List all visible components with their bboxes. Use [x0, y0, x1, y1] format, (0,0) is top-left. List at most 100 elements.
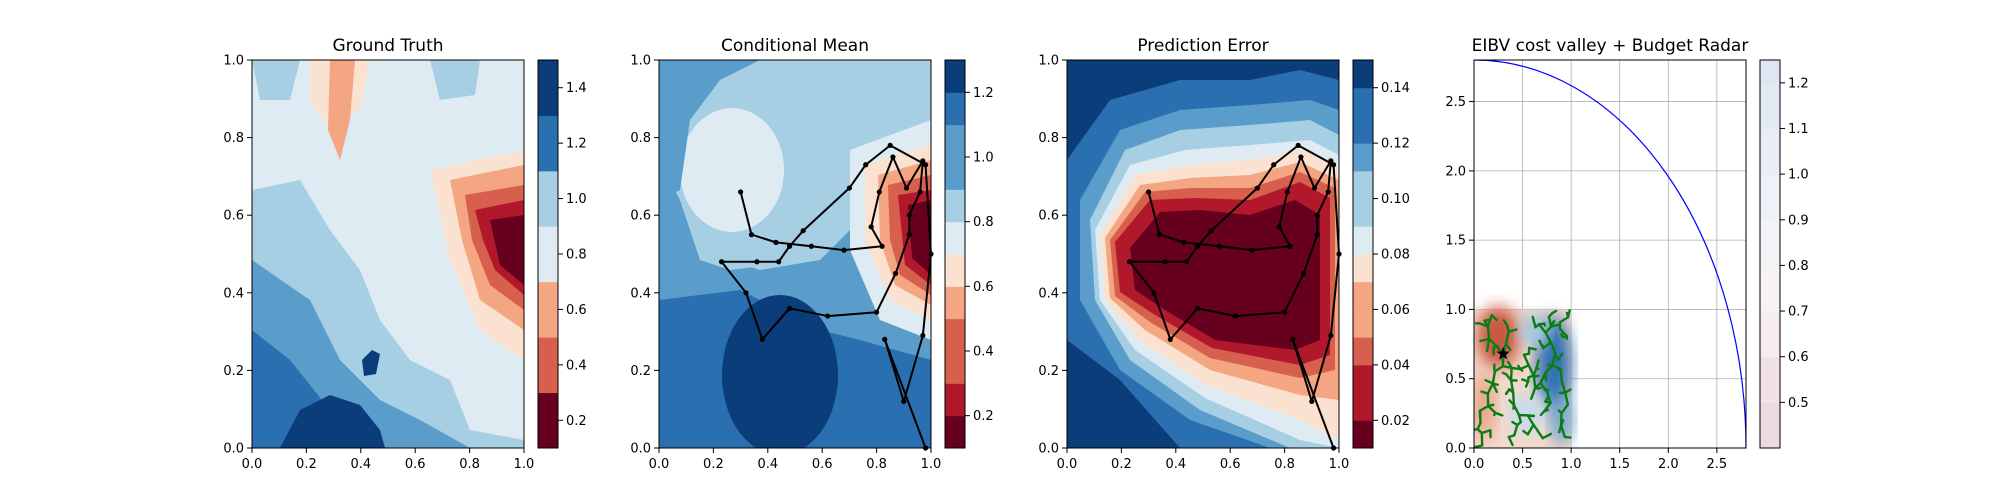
colorbar-band: [945, 254, 965, 287]
start-star-icon: [1496, 346, 1510, 360]
tree-edge: [1519, 364, 1530, 371]
colorbar-tick-label: 1.0: [566, 192, 587, 207]
tree-edge: [1501, 371, 1508, 376]
sampling-path: [718, 142, 934, 451]
tree-edge: [1494, 411, 1504, 417]
tree-edge: [1545, 390, 1552, 405]
x-tick-label: 0.4: [350, 457, 371, 472]
colorbar-tick-label: 0.6: [566, 303, 587, 318]
tree-edge: [1534, 374, 1540, 378]
x-tick-label: 0.8: [1274, 457, 1295, 472]
x-tick-label: 1.0: [514, 457, 535, 472]
x-tick-label: 0.8: [459, 457, 480, 472]
colorbar-tick-label: 0.5: [1788, 396, 1809, 411]
y-tick-label: 0.6: [1038, 209, 1059, 224]
colorbar-band: [1760, 82, 1780, 129]
panel-title: EIBV cost valley + Budget Radar: [1472, 36, 1749, 56]
tree-edge: [1485, 337, 1491, 353]
tree-edge: [1490, 314, 1498, 322]
colorbar-band: [538, 281, 558, 338]
tree-edge: [1486, 325, 1491, 341]
colorbar-band: [1353, 420, 1373, 449]
path-point: [1287, 243, 1293, 249]
tree-edge: [1544, 364, 1554, 375]
colorbar-tick-label: 1.2: [1788, 76, 1809, 91]
y-tick-label: 1.0: [223, 54, 244, 69]
tree-edge: [1504, 342, 1512, 352]
x-tick-label: 0.8: [866, 457, 887, 472]
x-tick-label: 0.2: [296, 457, 317, 472]
y-tick-label: 1.0: [630, 54, 651, 69]
colorbar-band: [1353, 226, 1373, 255]
tree-edge: [1486, 403, 1495, 408]
path-point: [874, 309, 880, 315]
colorbar-band: [1760, 219, 1780, 266]
tree-edge: [1512, 423, 1519, 437]
colorbar-frame: [944, 59, 966, 449]
path-point: [920, 158, 926, 164]
tree-edge: [1526, 414, 1535, 427]
path-point: [890, 154, 896, 160]
path-point: [917, 189, 923, 195]
panel-title: Prediction Error: [1137, 36, 1268, 56]
colorbar-band: [945, 124, 965, 158]
x-ticks: 0.0 0.2 0.4 0.6 0.8 1.0: [649, 448, 941, 472]
colorbar-band: [1353, 143, 1373, 172]
path-point: [906, 212, 912, 218]
tree-edge: [1532, 374, 1537, 389]
tree-edge: [1542, 341, 1553, 350]
path-point: [1194, 305, 1201, 311]
tree-edge: [1563, 388, 1572, 394]
path-point: [882, 336, 888, 342]
y-ticks: 0.0 0.2 0.4 0.6 0.8 1.0: [1038, 54, 1067, 457]
path-line: [720, 144, 932, 449]
tree-edge: [1544, 325, 1553, 334]
x-tick-label: 1.0: [1329, 457, 1350, 472]
y-tick-label: 0.8: [630, 131, 651, 146]
colorbar-frame: [1759, 59, 1781, 449]
path-point: [1233, 313, 1239, 319]
panel-title: Ground Truth: [332, 36, 443, 56]
tree-edge: [1558, 316, 1570, 324]
path-point: [1254, 185, 1260, 191]
tree-edge: [1511, 389, 1515, 394]
tree-edge: [1535, 359, 1540, 370]
x-tick-label: 2.0: [1658, 457, 1679, 472]
path-point: [906, 232, 912, 238]
colorbar-band: [1760, 311, 1780, 358]
heatmap-ground-truth: [252, 60, 524, 448]
y-tick-label: 0.5: [1445, 372, 1466, 387]
colorbar-tick-label: 0.8: [973, 215, 994, 230]
colorbar-band: [1353, 254, 1373, 283]
path-point: [868, 224, 874, 230]
colorbar-band: [945, 189, 965, 223]
heatmap-prediction-error: [1067, 60, 1339, 448]
y-tick-label: 0.8: [223, 131, 244, 146]
colorbar-band: [1353, 392, 1373, 421]
heatmap-conditional-mean: [659, 60, 931, 448]
y-tick-label: 2.0: [1445, 164, 1466, 179]
panel-prediction-error: Prediction Error 0.0 0.2 0.4 0.6 0.8 1.0 0.0 0…: [1038, 36, 1410, 472]
path-point: [1181, 239, 1187, 245]
tree-edge: [1486, 314, 1493, 328]
tree-edge: [1556, 352, 1564, 362]
tree-edge: [1543, 388, 1549, 393]
tree-edge: [1522, 429, 1530, 436]
colorbar-tick-label: 0.8: [1788, 259, 1809, 274]
colorbar-tick-label: 1.2: [973, 86, 994, 101]
tree-edge: [1557, 409, 1563, 415]
path-point: [879, 243, 885, 249]
x-tick-label: 0.5: [1512, 457, 1533, 472]
colorbar-tick-label: 1.4: [566, 81, 587, 96]
colorbar-tick-label: 0.4: [973, 345, 994, 360]
x-ticks: 0.0 0.2 0.4 0.6 0.8 1.0: [242, 448, 535, 472]
path-point: [1325, 189, 1331, 195]
colorbar-band: [1760, 356, 1780, 403]
x-tick-label: 0.6: [1220, 457, 1241, 472]
y-tick-label: 0.0: [1038, 442, 1059, 457]
path-point: [776, 259, 782, 265]
path-point: [1276, 224, 1282, 230]
tree-edge: [1549, 341, 1557, 355]
path-point: [1249, 247, 1255, 253]
